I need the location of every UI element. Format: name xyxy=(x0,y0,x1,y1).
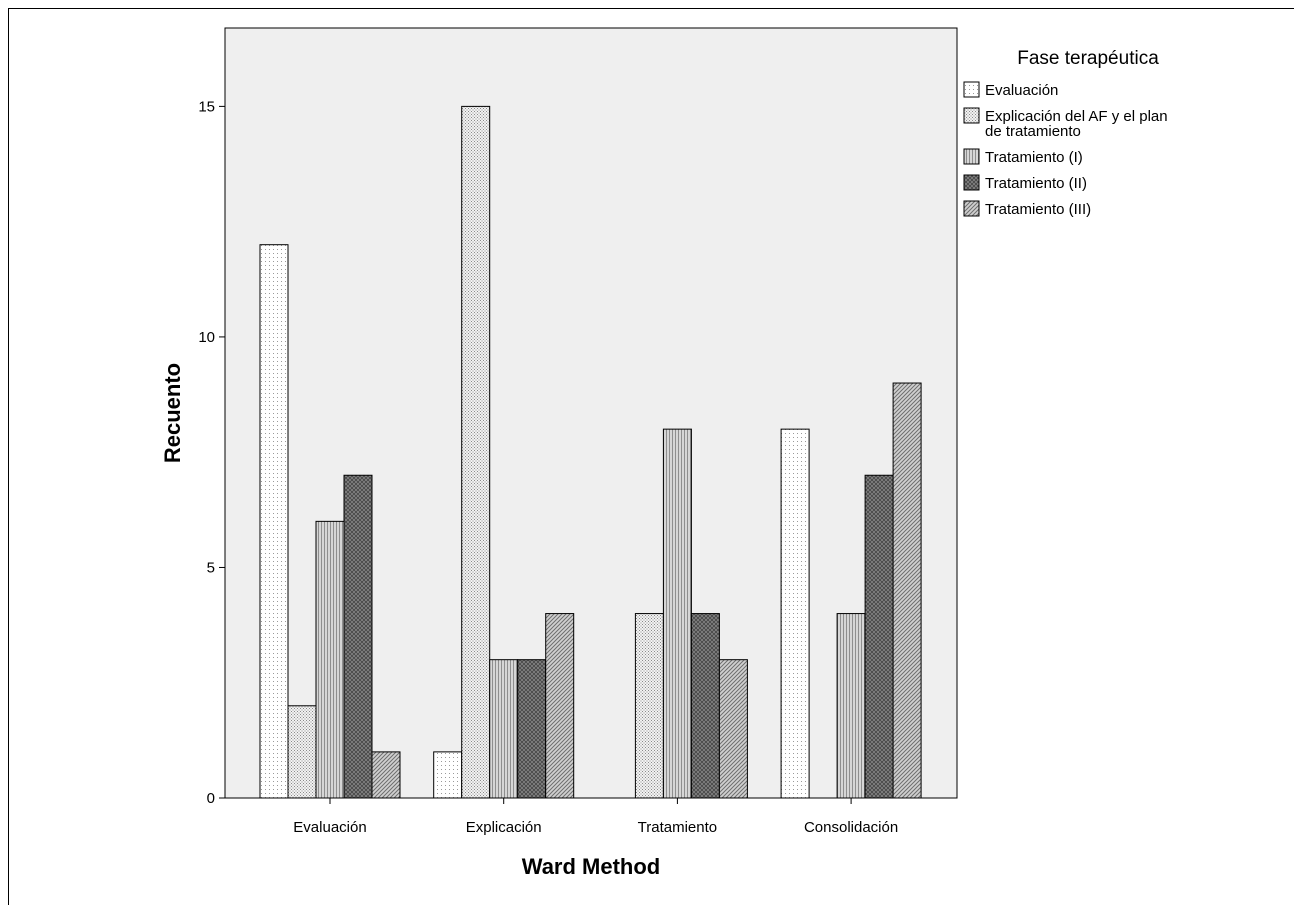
bar-tratamiento-tratamiento-iii xyxy=(718,659,748,799)
legend-item-evaluacion: Evaluación xyxy=(963,81,1058,99)
legend-label: Tratamiento (I) xyxy=(985,149,1083,166)
x-tick-label-consolidacion: Consolidación xyxy=(804,819,898,836)
x-tick-label-explicacion: Explicación xyxy=(466,819,542,836)
y-axis-title: Recuento xyxy=(160,363,185,463)
legend-swatch xyxy=(963,174,980,191)
legend-label: Tratamiento (II) xyxy=(985,175,1087,192)
bar-consolidacion-tratamiento-iii xyxy=(892,382,922,799)
legend-swatch xyxy=(963,148,980,165)
bar-evaluacion-explicacion-del-af-y-el-plan-de-tratamiento xyxy=(287,705,317,799)
legend-label: Tratamiento (III) xyxy=(985,201,1091,218)
legend-label: Explicación del AF y el plan de tratamien… xyxy=(985,108,1168,140)
bar-consolidacion-evaluacion xyxy=(780,428,810,799)
legend-swatch xyxy=(963,107,980,124)
bar-explicacion-tratamiento-iii xyxy=(545,613,575,799)
bar-evaluacion-evaluacion xyxy=(259,244,289,799)
legend: Fase terapéutica Evaluación Explicación d… xyxy=(963,48,1168,218)
legend-label: Evaluación xyxy=(985,82,1058,99)
chart-frame xyxy=(8,8,1294,905)
bar-evaluacion-tratamiento-i xyxy=(315,520,345,799)
bar-tratamiento-tratamiento-ii xyxy=(690,613,720,799)
x-tick-label-tratamiento: Tratamiento xyxy=(638,819,717,836)
bar-tratamiento-tratamiento-i xyxy=(662,428,692,799)
bar-explicacion-explicacion-del-af-y-el-plan-de-tratamiento xyxy=(461,105,491,799)
legend-title: Fase terapéutica xyxy=(1017,48,1159,69)
bar-explicacion-evaluacion xyxy=(433,751,463,799)
legend-item-tratamiento-iii: Tratamiento (III) xyxy=(963,200,1091,218)
legend-item-explicacion-del-af-y-el-plan-de-tratamiento: Explicación del AF y el plan de tratamien… xyxy=(963,107,1168,140)
bar-explicacion-tratamiento-i xyxy=(489,659,519,799)
x-axis-title: Ward Method xyxy=(522,854,661,879)
y-tick-label: 15 xyxy=(198,98,215,115)
legend-item-tratamiento-ii: Tratamiento (II) xyxy=(963,174,1087,192)
y-tick-label: 5 xyxy=(207,559,215,576)
legend-swatch xyxy=(963,81,980,98)
bar-consolidacion-tratamiento-i xyxy=(836,613,866,799)
legend-item-tratamiento-i: Tratamiento (I) xyxy=(963,148,1083,166)
y-tick-label: 0 xyxy=(207,790,215,807)
bar-consolidacion-tratamiento-ii xyxy=(864,474,894,799)
bar-evaluacion-tratamiento-iii xyxy=(371,751,401,799)
bar-evaluacion-tratamiento-ii xyxy=(343,474,373,799)
x-tick-label-evaluacion: Evaluación xyxy=(293,819,366,836)
bar-explicacion-tratamiento-ii xyxy=(517,659,547,799)
legend-swatch xyxy=(963,200,980,217)
y-tick-label: 10 xyxy=(198,329,215,346)
bar-tratamiento-explicacion-del-af-y-el-plan-de-tratamiento xyxy=(634,613,664,799)
